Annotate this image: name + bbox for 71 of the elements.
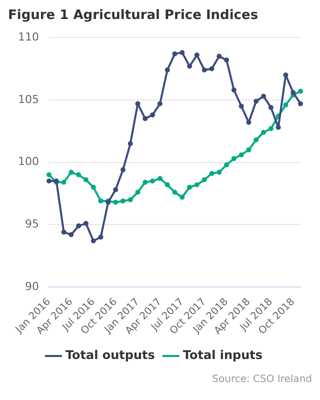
y-tick-label: 100 <box>18 155 39 168</box>
point <box>120 198 126 204</box>
point <box>135 190 140 195</box>
point <box>135 101 140 106</box>
point <box>113 187 118 192</box>
point <box>231 156 236 162</box>
point <box>209 66 214 72</box>
point <box>224 58 230 63</box>
point <box>90 184 96 190</box>
point <box>216 54 222 59</box>
point <box>83 220 88 226</box>
point <box>128 197 133 202</box>
point <box>187 184 192 190</box>
point <box>164 68 170 73</box>
point <box>68 170 74 175</box>
point <box>194 182 200 188</box>
y-tick-label: 90 <box>24 280 39 293</box>
point <box>268 104 274 110</box>
point <box>298 88 304 94</box>
point <box>224 162 230 168</box>
point <box>238 152 244 158</box>
point <box>128 141 133 146</box>
point <box>180 50 185 56</box>
point <box>46 172 52 178</box>
point <box>46 178 52 184</box>
point <box>194 52 200 58</box>
point <box>157 176 162 182</box>
point <box>283 102 288 108</box>
legend-label: Total inputs <box>182 348 263 362</box>
point <box>254 137 259 142</box>
point <box>61 180 66 185</box>
point <box>202 68 207 73</box>
legend-label: Total outputs <box>65 348 155 362</box>
point <box>261 94 266 99</box>
point <box>150 112 156 118</box>
point <box>150 178 156 184</box>
point <box>68 232 74 238</box>
chart-title: Figure 1 Agricultural Price Indices <box>8 8 258 24</box>
point <box>290 90 296 95</box>
point <box>246 147 252 152</box>
y-tick-label: 110 <box>18 30 39 44</box>
point <box>76 223 82 228</box>
point <box>254 98 259 104</box>
point <box>261 130 266 135</box>
point <box>83 177 88 182</box>
point <box>202 177 207 182</box>
point <box>90 238 96 244</box>
point <box>98 198 104 204</box>
point <box>76 172 82 178</box>
point <box>276 124 281 130</box>
point <box>180 194 185 200</box>
point <box>231 87 236 92</box>
point <box>209 171 214 176</box>
point <box>113 200 118 205</box>
source-note: Source: CSO Ireland <box>211 374 312 385</box>
point <box>98 234 104 240</box>
point <box>268 126 274 132</box>
point <box>120 167 126 172</box>
point <box>172 51 178 56</box>
y-tick-label: 105 <box>18 92 39 106</box>
y-tick-label: 95 <box>24 218 39 231</box>
point <box>187 64 192 69</box>
point <box>164 182 170 188</box>
point <box>172 190 178 195</box>
point <box>157 101 162 106</box>
point <box>216 170 222 175</box>
point <box>298 101 304 106</box>
point <box>142 180 148 185</box>
point <box>61 230 66 235</box>
point <box>142 116 148 122</box>
point <box>238 104 244 109</box>
